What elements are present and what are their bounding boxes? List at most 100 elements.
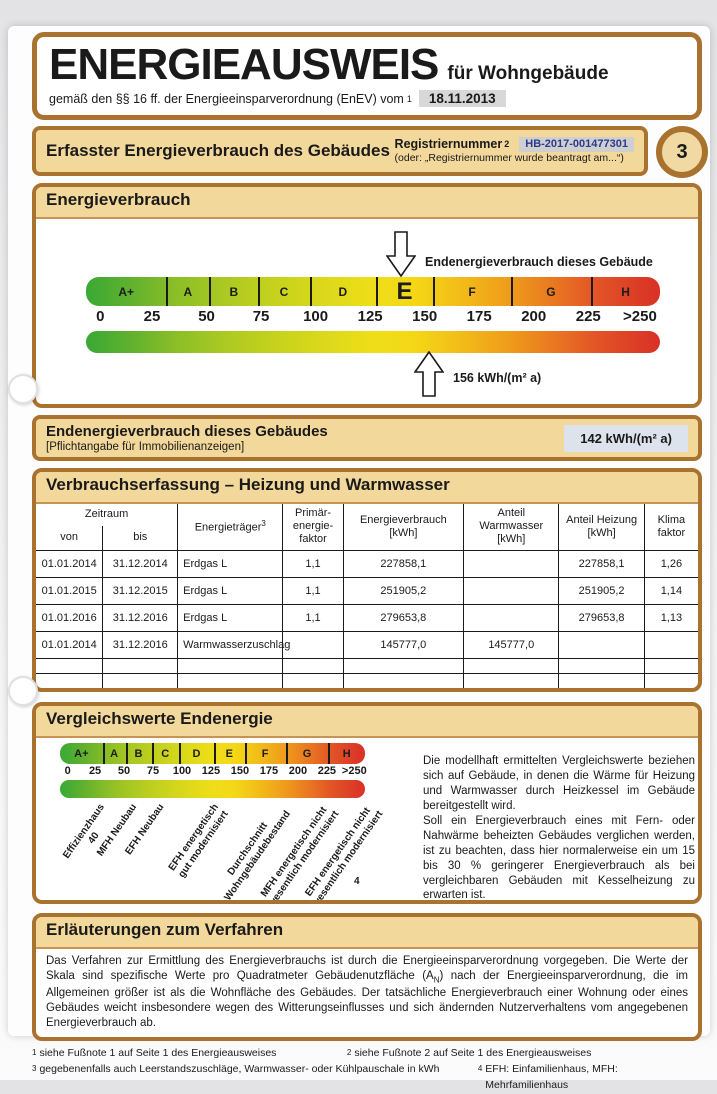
cell: 1,26 <box>643 549 698 578</box>
table-row-empty <box>36 657 698 674</box>
tick-0: 0 <box>96 308 105 325</box>
scale-letter-g: G <box>546 284 556 299</box>
col-energietraeger-label: Energieträger <box>194 521 262 534</box>
cmp-label-efh-gut-modernisiert: EFH energetisch gut modernisiert <box>166 802 231 880</box>
cell <box>463 576 560 605</box>
scale-divider <box>433 277 436 306</box>
tick-100: 100 <box>303 308 329 325</box>
scale-letter-aplus: A+ <box>118 284 135 299</box>
table-row-empty <box>36 672 698 688</box>
cmp-tick: 150 <box>230 765 250 777</box>
panel-verbrauchserfassung: Verbrauchserfassung – Heizung und Warmwa… <box>32 468 702 692</box>
cmp-letter-a: A <box>110 747 119 760</box>
consumption-table: Zeitraum Energieträger3 Primär- energie-… <box>36 503 698 688</box>
registration-block: Registriernummer 2 HB-2017-001477301 (od… <box>395 136 634 166</box>
primary-energy-label: Primärenergieverbrauch dieses Gebäude <box>453 404 697 405</box>
panel-erlaeuterungen-title: Erläuterungen zum Verfahren <box>36 917 698 949</box>
scale-divider <box>151 743 154 764</box>
col-bis: bis <box>102 526 179 551</box>
cmp-tick: 200 <box>288 765 308 777</box>
scale-divider <box>375 277 378 306</box>
cell: 31.12.2014 <box>102 549 179 578</box>
end-energy-banner: Endenergieverbrauch dieses Gebäudes [Pfl… <box>32 415 702 461</box>
scale-divider <box>285 743 288 764</box>
cmp-tick: 25 <box>88 765 102 777</box>
cmp-letter-h: H <box>342 747 351 760</box>
scale-letter-f: F <box>468 284 476 299</box>
cell <box>558 630 645 659</box>
tick-250plus: >250 <box>623 308 657 325</box>
registration-number-badge: HB-2017-001477301 <box>519 136 634 153</box>
tick-200: 200 <box>521 308 547 325</box>
footnote-3-marker: 3 <box>32 1064 37 1074</box>
arrow-down-icon <box>386 231 416 277</box>
footnote-2-text: siehe Fußnote 2 auf Seite 1 des Energiea… <box>354 1047 592 1060</box>
cell: 01.01.2014 <box>36 549 104 578</box>
scale-divider <box>125 743 128 764</box>
comparison-paragraph-2: Soll ein Energieverbrauch eines mit Fern… <box>423 814 695 902</box>
comparison-paragraphs: Die modellhaft ermittelten Vergleichswer… <box>423 754 695 902</box>
scale-divider <box>328 743 331 764</box>
panel-erlaeuterungen: Erläuterungen zum Verfahren Das Verfahre… <box>32 913 702 1042</box>
cell <box>463 603 560 632</box>
tick-175: 175 <box>466 308 492 325</box>
cmp-tick: 225 <box>317 765 337 777</box>
cmp-tick: 125 <box>201 765 221 777</box>
cell: 251905,2 <box>342 576 465 605</box>
tick-50: 50 <box>198 308 215 325</box>
panel-energieverbrauch-title: Energieverbrauch <box>36 187 698 219</box>
cmp-letter-f: F <box>261 747 269 760</box>
col-energieverbrauch: Energieverbrauch [kWh] <box>342 503 465 550</box>
primary-energy-pointer: 156 kWh/(m² a) Primärenergieverbrauch di… <box>414 351 697 405</box>
footnote-1-marker: 1 <box>32 1048 37 1058</box>
cmp-tick: 175 <box>259 765 279 777</box>
comparison-scale: A+ A B C D E F G H <box>60 743 367 798</box>
table-row: 01.01.2015 31.12.2015 Erdgas L 1,1 25190… <box>36 576 698 605</box>
scale-divider <box>214 743 217 764</box>
cmp-letter-aplus: A+ <box>74 747 89 760</box>
cmp-footnote-marker: 4 <box>354 876 360 887</box>
comparison-letter-bar: A+ A B C D E F G H <box>60 743 365 764</box>
scale-divider <box>510 277 513 306</box>
cell: Warmwasserzuschlag <box>177 630 290 659</box>
col-anteil-heizung: Anteil Heizung [kWh] <box>558 503 645 550</box>
comparison-labels: Effizienzhaus 40 MFH Neubau EFH Neubau E… <box>36 738 698 900</box>
scale-letter-a: A <box>183 284 193 299</box>
tick-125: 125 <box>357 308 383 325</box>
scale-divider <box>102 743 105 764</box>
cell: 1,1 <box>282 549 344 578</box>
col-energietraeger-sup: 3 <box>261 518 266 528</box>
end-energy-value-badge: 142 kWh/(m² a) <box>564 424 688 452</box>
scale-divider <box>178 743 181 764</box>
footnote-3: 3 gegebenenfalls auch Leerstandszuschläg… <box>32 1062 478 1094</box>
end-energy-banner-title: Endenergieverbrauch dieses Gebäudes <box>46 423 328 440</box>
tick-75: 75 <box>252 308 270 325</box>
table-row: 01.01.2016 31.12.2016 Erdgas L 1,1 27965… <box>36 603 698 632</box>
cmp-tick: >250 <box>341 765 367 777</box>
registration-footnote-marker: 2 <box>504 138 510 149</box>
footnote-2-marker: 2 <box>346 1048 352 1058</box>
cmp-letter-g: G <box>302 747 312 760</box>
cmp-letter-d: D <box>192 747 201 760</box>
cell: 145777,0 <box>342 630 465 659</box>
comparison-scale-ticks: 0 25 50 75 100 125 150 175 200 225 >250 <box>60 764 367 780</box>
arrow-up-icon <box>414 351 444 397</box>
page-number-badge: 3 <box>656 126 708 178</box>
cell: 1,13 <box>643 603 698 632</box>
cell: 1,1 <box>282 603 344 632</box>
cell <box>282 630 344 659</box>
certificate-sheet: ENERGIEAUSWEIS für Wohngebäude gemäß den… <box>8 26 710 1091</box>
panel-verbrauchserfassung-title: Verbrauchserfassung – Heizung und Warmwa… <box>36 472 698 504</box>
energy-scale: A+ A B C D E F G H <box>86 277 660 353</box>
scale-letter-c: C <box>279 284 289 299</box>
footnote-1: 1 siehe Fußnote 1 auf Seite 1 des Energi… <box>32 1046 347 1062</box>
scale-divider <box>258 277 261 306</box>
cell: 01.01.2016 <box>36 603 104 632</box>
panel-vergleichswerte-title: Vergleichswerte Endenergie <box>36 706 698 738</box>
energy-scale-letter-bar: A+ A B C D E F G H <box>86 277 660 306</box>
cmp-letter-e: E <box>225 747 233 760</box>
cmp-tick: 100 <box>172 765 192 777</box>
cell: Erdgas L <box>177 549 284 578</box>
scale-divider <box>209 277 212 306</box>
